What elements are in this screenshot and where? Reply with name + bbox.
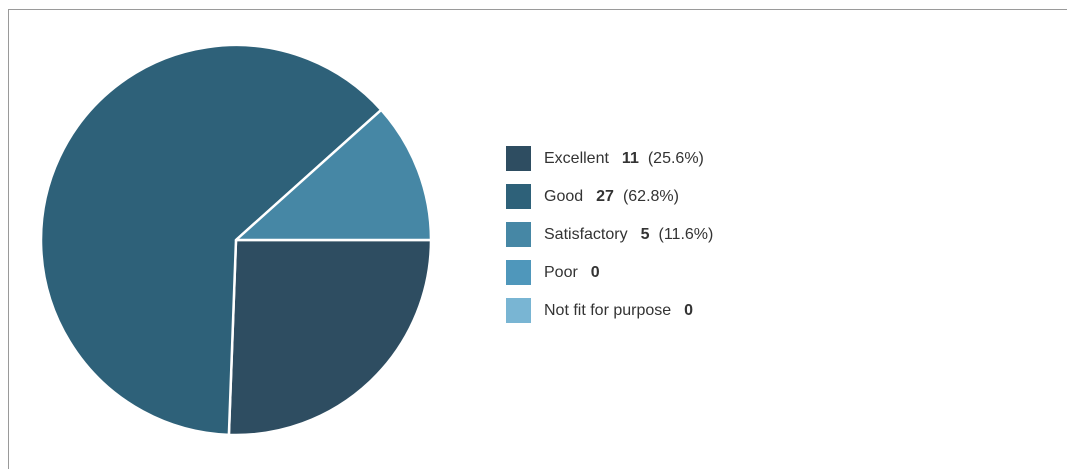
legend-percent: (62.8%) <box>622 187 679 205</box>
legend-item[interactable]: Excellent 11 (25.6%) <box>506 146 713 171</box>
pie-slice-satisfactory[interactable] <box>234 108 433 242</box>
legend-label: Good <box>544 187 584 205</box>
legend-count: 0 <box>590 263 600 281</box>
pie-chart <box>0 0 480 460</box>
pie-slice-good[interactable] <box>39 43 383 437</box>
chart-legend: Excellent 11 (25.6%) Good 27 (62.8%) Sat… <box>506 146 713 336</box>
legend-item[interactable]: Not fit for purpose 0 <box>506 298 713 323</box>
legend-item[interactable]: Satisfactory 5 (11.6%) <box>506 222 713 247</box>
legend-count: 27 <box>596 187 614 205</box>
legend-count: 0 <box>684 301 694 319</box>
legend-swatch <box>506 298 531 323</box>
legend-count: 11 <box>621 149 639 167</box>
legend-item[interactable]: Poor 0 <box>506 260 713 285</box>
legend-label: Not fit for purpose <box>544 301 672 319</box>
legend-swatch <box>506 222 531 247</box>
legend-swatch <box>506 184 531 209</box>
pie-slice-excellent[interactable] <box>227 238 433 437</box>
legend-swatch <box>506 260 531 285</box>
legend-swatch <box>506 146 531 171</box>
legend-percent: (25.6%) <box>647 149 704 167</box>
legend-count: 5 <box>640 225 650 243</box>
legend-label: Satisfactory <box>544 225 628 243</box>
pie-svg <box>39 43 433 437</box>
legend-label: Poor <box>544 263 578 281</box>
chart-frame <box>8 9 1067 469</box>
legend-item[interactable]: Good 27 (62.8%) <box>506 184 713 209</box>
legend-percent: (11.6%) <box>658 225 714 243</box>
legend-label: Excellent <box>544 149 609 167</box>
